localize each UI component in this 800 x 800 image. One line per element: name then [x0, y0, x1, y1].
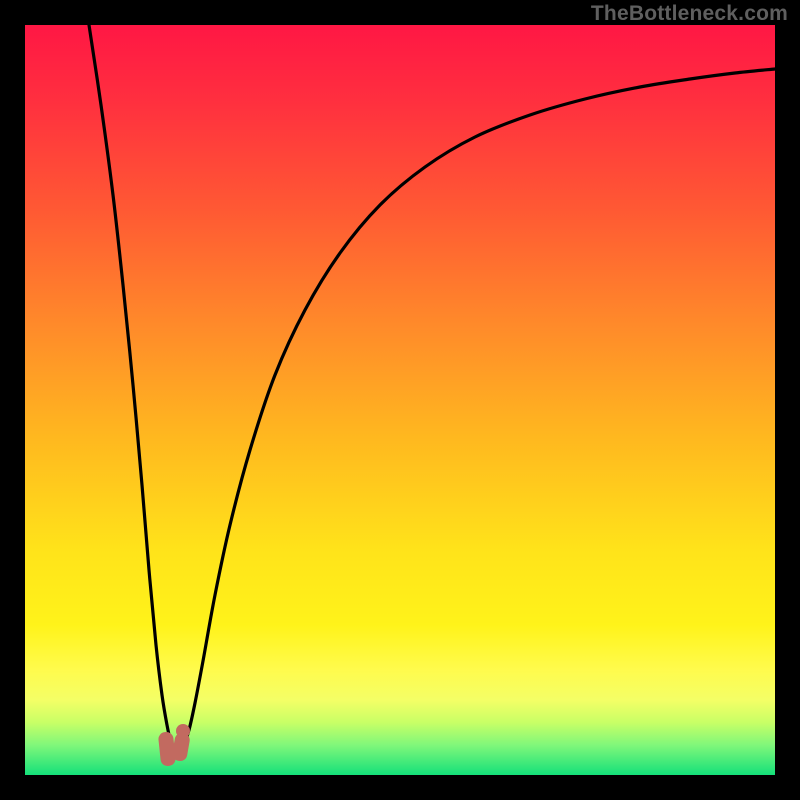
- watermark-text: TheBottleneck.com: [591, 2, 788, 26]
- bottleneck-curve-plot: [25, 25, 775, 775]
- chart-frame: TheBottleneck.com: [0, 0, 800, 800]
- plot-background-gradient: [25, 25, 775, 775]
- cluster-marker-top-dot: [176, 724, 190, 738]
